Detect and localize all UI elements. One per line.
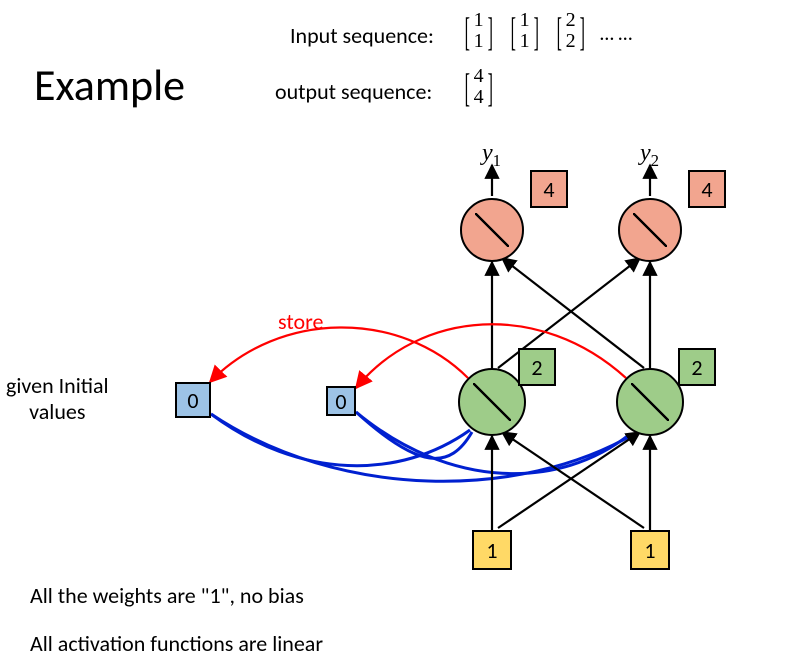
vector: [11] xyxy=(462,10,495,52)
output-node-value: 4 xyxy=(688,170,726,208)
hidden-node xyxy=(458,368,526,436)
input-ellipsis: … … xyxy=(600,22,632,46)
input-value: 1 xyxy=(630,530,670,570)
output-seq-label: output sequence: xyxy=(275,78,432,105)
caption: All activation functions are linear xyxy=(30,630,323,657)
initial-state: 0 xyxy=(175,382,211,418)
output-node xyxy=(618,198,682,262)
vector: [44] xyxy=(462,66,495,108)
input-seq-label: Input sequence: xyxy=(290,22,434,49)
hidden-node-value: 2 xyxy=(518,348,556,386)
initial-caption-line1: given Initial xyxy=(6,373,109,399)
input-value: 1 xyxy=(472,530,512,570)
vector: [11] xyxy=(508,10,541,52)
hidden-node-value: 2 xyxy=(678,348,716,386)
y-label: y1 xyxy=(482,140,501,171)
initial-values-caption: given Initial values xyxy=(6,373,109,426)
output-node-value: 4 xyxy=(530,170,568,208)
vector: [22] xyxy=(554,10,587,52)
initial-caption-line2: values xyxy=(6,399,109,425)
store-label: store xyxy=(278,308,323,335)
output-node xyxy=(460,198,524,262)
caption: All the weights are "1", no bias xyxy=(30,582,304,609)
hidden-node xyxy=(616,368,684,436)
y-label: y2 xyxy=(640,140,659,171)
initial-state: 0 xyxy=(326,386,356,416)
page-title: Example xyxy=(34,58,185,112)
